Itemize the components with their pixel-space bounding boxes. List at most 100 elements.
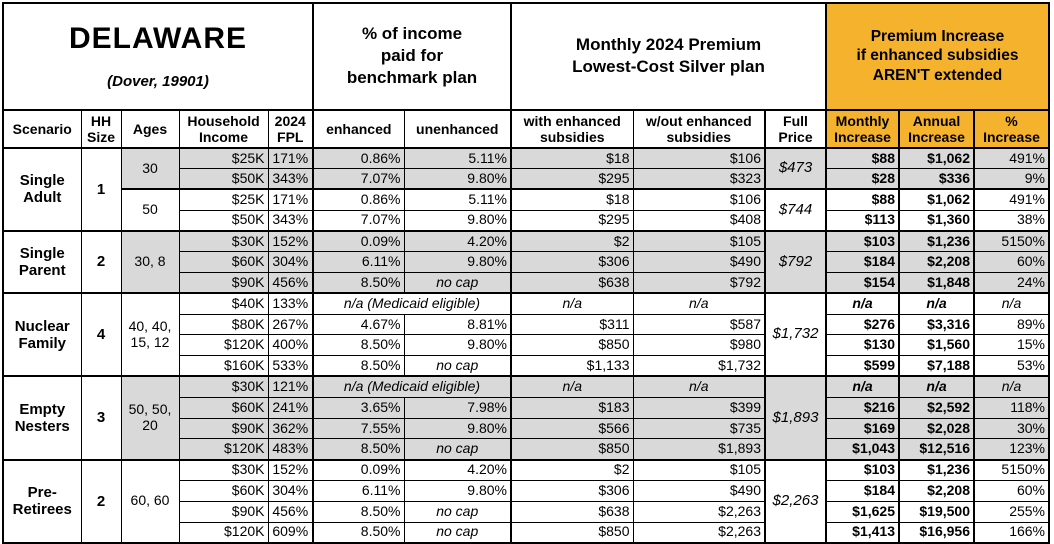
column-header-row: Scenario HH Size Ages Household Income 2… [2, 109, 1050, 149]
cell-annual-increase: $1,062 [898, 146, 975, 170]
section-premium-header: Monthly 2024 Premium Lowest-Cost Silver … [510, 2, 827, 111]
cell-ages: 30 [120, 146, 180, 190]
table-row: Pre- Retirees 2 60, 60 $30K 152% 0.09% 4.20% $2… [2, 458, 1050, 544]
cell-fpl: 533% [267, 355, 314, 377]
cell-pct-increase: 15% [973, 334, 1050, 357]
cell-income: $50K [178, 168, 269, 190]
cell-with-subsidies: $2 [510, 458, 634, 481]
cell-annual-increase: $2,028 [898, 417, 975, 440]
cell-pct-increase: 5150% [973, 229, 1050, 253]
cell-enhanced: 8.50% [312, 355, 405, 377]
state-location: (Dover, 19901) [107, 73, 209, 91]
cell-income: $80K [178, 313, 269, 336]
cell-without-subsidies: $792 [632, 272, 766, 294]
cell-enhanced: 0.86% [312, 188, 405, 211]
cell-income: $60K [178, 251, 269, 273]
section-header-row: DELAWARE (Dover, 19901) % of income paid… [2, 2, 1050, 111]
cell-income: $30K [178, 458, 269, 481]
cell-pct-increase: 89% [973, 313, 1050, 336]
cell-income: $120K [178, 521, 269, 544]
cell-enhanced: 4.67% [312, 313, 405, 336]
cell-full-price: $473 [764, 146, 827, 190]
cell-with-subsidies: $295 [510, 168, 634, 190]
cell-full-price: $1,732 [764, 292, 827, 377]
cell-hh-size: 4 [80, 292, 122, 377]
cell-scenario: Nuclear Family [2, 292, 82, 377]
table-row: $50K 343% 7.07% 9.80% $295 $408 $113 $1,360 38% [3, 209, 1050, 232]
cell-without-subsidies: $2,263 [632, 500, 766, 523]
col-header-ages: Ages [120, 109, 180, 149]
cell-monthly-increase: $130 [825, 334, 900, 357]
cell-fpl: 362% [267, 417, 314, 440]
cell-without-subsidies: $587 [632, 313, 766, 336]
cell-monthly-increase: $113 [825, 209, 900, 232]
cell-pct-increase: 30% [973, 417, 1050, 440]
cell-income: $25K [178, 188, 269, 211]
cell-enhanced: 7.07% [312, 209, 405, 232]
cell-unenhanced: 8.81% [403, 313, 512, 336]
cell-unenhanced: 4.20% [403, 229, 512, 253]
cell-enhanced: 0.86% [312, 146, 405, 170]
cell-enhanced: 8.50% [312, 272, 405, 294]
cell-fpl: 267% [267, 313, 314, 336]
cell-pct-increase: 118% [973, 396, 1050, 419]
cell-without-subsidies: $2,263 [632, 521, 766, 544]
cell-with-subsidies: $306 [510, 251, 634, 273]
cell-income: $30K [178, 229, 269, 253]
cell-enhanced: 8.50% [312, 521, 405, 544]
cell-income: $60K [178, 479, 269, 502]
table-row: $90K 362% 7.55% 9.80% $566 $735 $169 $2,028 30% [3, 417, 1050, 440]
cell-fpl: 241% [267, 396, 314, 419]
cell-fpl: 152% [267, 458, 314, 481]
cell-unenhanced: no cap [403, 521, 512, 544]
cell-monthly-increase: $88 [825, 146, 900, 170]
cell-annual-increase: $1,062 [898, 188, 975, 211]
cell-ages: 40, 40, 15, 12 [120, 292, 180, 377]
col-header-2024-fpl: 2024 FPL [267, 109, 314, 149]
table-row: $60K 304% 6.11% 9.80% $306 $490 $184 $2,208 60% [3, 479, 1050, 502]
cell-fpl: 121% [267, 375, 314, 398]
table-row: $80K 267% 4.67% 8.81% $311 $587 $276 $3,316 89% [3, 313, 1050, 336]
cell-full-price: $1,893 [764, 375, 827, 461]
cell-annual-increase: $7,188 [898, 355, 975, 377]
cell-unenhanced: 9.80% [403, 168, 512, 190]
cell-fpl: 171% [267, 146, 314, 170]
cell-medicaid-note: n/a (Medicaid eligible) [312, 292, 512, 315]
cell-unenhanced: 5.11% [403, 188, 512, 211]
cell-ages: 50, 50, 20 [120, 375, 180, 461]
cell-monthly-increase: $1,043 [825, 438, 900, 461]
cell-monthly-increase: $184 [825, 251, 900, 273]
cell-fpl: 456% [267, 500, 314, 523]
cell-pct-increase: n/a [973, 375, 1050, 398]
cell-monthly-increase: $276 [825, 313, 900, 336]
cell-with-subsidies: $2 [510, 229, 634, 253]
cell-with-subsidies: n/a [510, 292, 634, 315]
cell-hh-size: 2 [80, 458, 122, 544]
cell-with-subsidies: $183 [510, 396, 634, 419]
cell-pct-increase: 60% [973, 251, 1050, 273]
cell-income: $120K [178, 438, 269, 461]
col-header-annual-increase: Annual Increase [898, 109, 975, 149]
col-header-monthly-increase: Monthly Increase [825, 109, 900, 149]
cell-with-subsidies: $295 [510, 209, 634, 232]
cell-annual-increase: $1,236 [898, 229, 975, 253]
cell-with-subsidies: $638 [510, 272, 634, 294]
cell-fpl: 152% [267, 229, 314, 253]
cell-annual-increase: n/a [898, 375, 975, 398]
cell-enhanced: 8.50% [312, 500, 405, 523]
section-benchmark-header: % of income paid for benchmark plan [312, 2, 512, 111]
cell-full-price: $2,263 [764, 458, 827, 544]
cell-fpl: 609% [267, 521, 314, 544]
cell-unenhanced: 4.20% [403, 458, 512, 481]
cell-monthly-increase: $599 [825, 355, 900, 377]
cell-unenhanced: 9.80% [403, 479, 512, 502]
cell-with-subsidies: $311 [510, 313, 634, 336]
table-title: DELAWARE (Dover, 19901) [2, 2, 314, 111]
cell-unenhanced: 9.80% [403, 334, 512, 357]
cell-pct-increase: 491% [973, 146, 1050, 170]
cell-income: $90K [178, 500, 269, 523]
cell-without-subsidies: $408 [632, 209, 766, 232]
cell-annual-increase: $16,956 [898, 521, 975, 544]
cell-monthly-increase: $28 [825, 168, 900, 190]
